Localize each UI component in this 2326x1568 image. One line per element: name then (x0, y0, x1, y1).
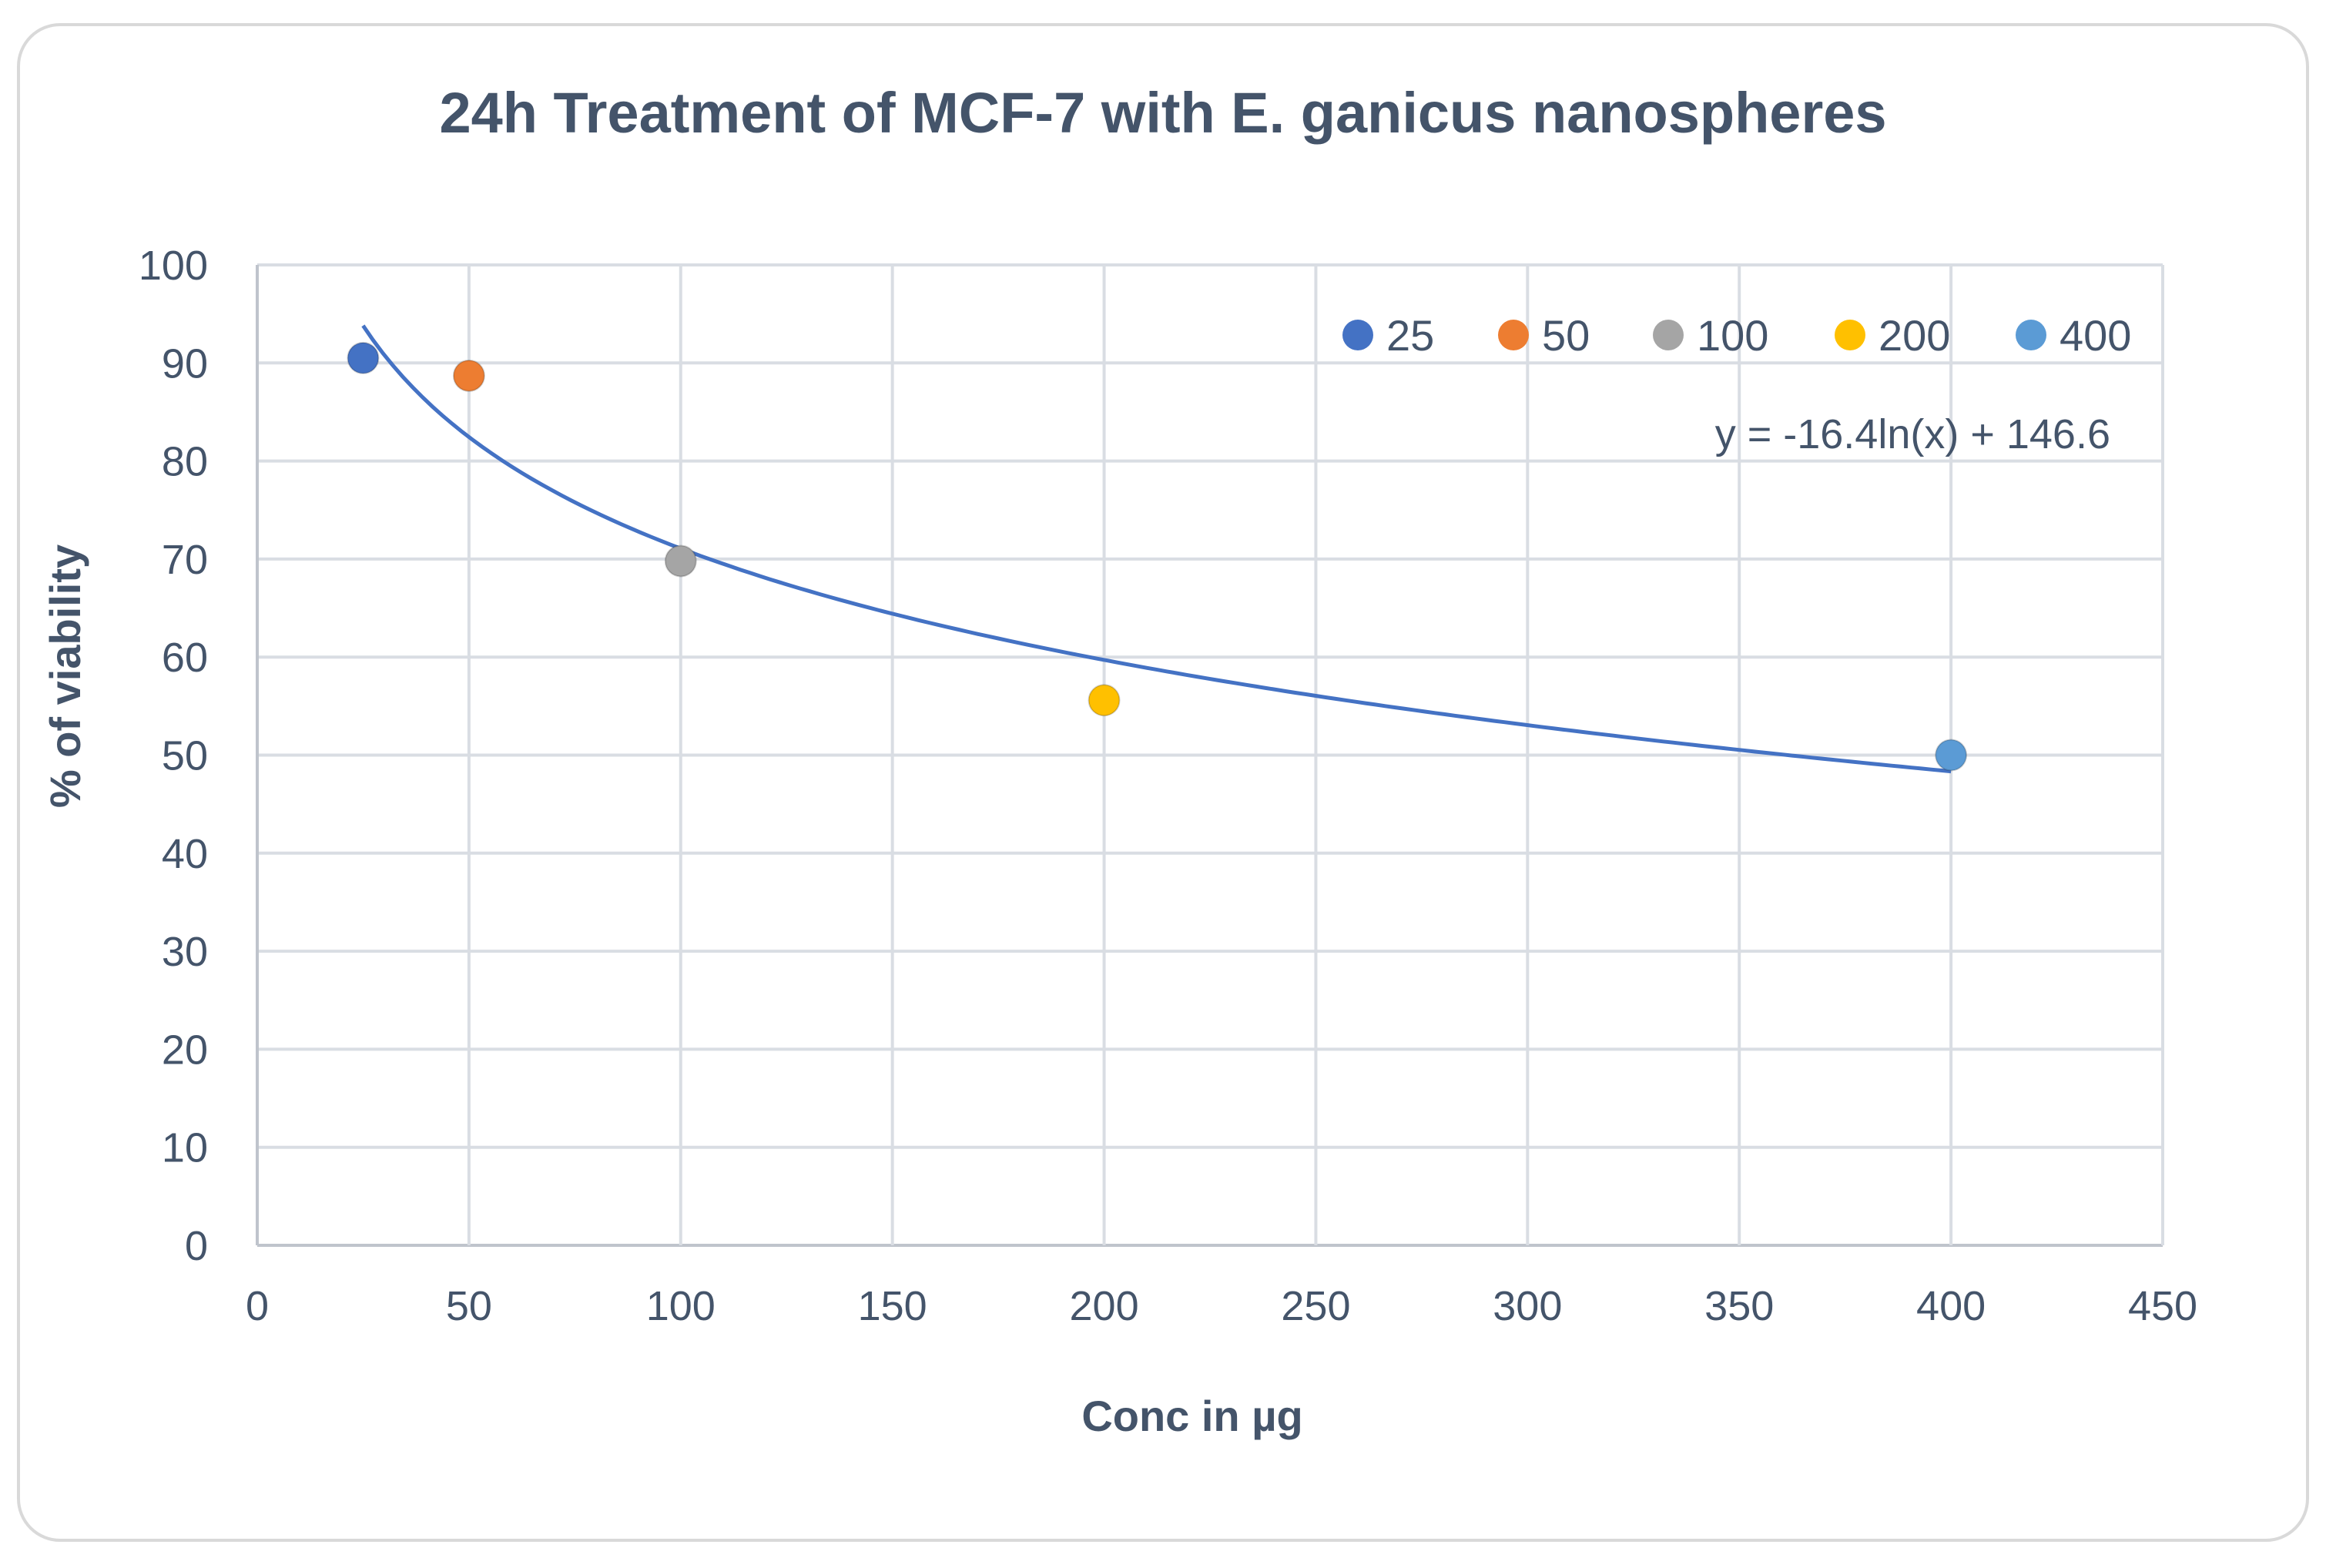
x-tick-label: 450 (2128, 1283, 2197, 1329)
data-point-50 (452, 359, 485, 392)
legend-marker-50 (1498, 320, 1529, 350)
legend-label-50: 50 (1542, 311, 1590, 360)
trendline-layer (361, 324, 1952, 774)
y-tick-label: 40 (162, 831, 208, 877)
y-tick-label: 30 (162, 929, 208, 975)
y-axis-title: % of viability (41, 544, 89, 808)
data-point-25 (347, 341, 380, 374)
tick-labels: 0 10 20 30 40 50 60 70 80 90 100 0 50 100 150 200 250 300… (139, 243, 2197, 1329)
data-point-200 (1088, 684, 1121, 717)
legend-marker-25 (1342, 320, 1373, 350)
y-tick-label: 90 (162, 340, 208, 387)
trendline-equation: y = -16.4ln(x) + 146.6 (1715, 411, 2110, 457)
x-tick-label: 150 (858, 1283, 927, 1329)
y-tick-label: 20 (162, 1027, 208, 1073)
legend-marker-200 (1835, 320, 1865, 350)
chart-frame (17, 23, 2309, 1542)
chart-title: 24h Treatment of MCF-7 with E. ganicus n… (439, 81, 1886, 145)
legend: 25 50 100 200 400 (1342, 311, 2131, 360)
legend-label-400: 400 (2060, 311, 2131, 360)
x-tick-label: 350 (1704, 1283, 1774, 1329)
legend-marker-100 (1653, 320, 1684, 350)
y-tick-label: 80 (162, 439, 208, 485)
y-tick-label: 70 (162, 537, 208, 583)
y-tick-label: 60 (162, 635, 208, 681)
x-tick-label: 0 (246, 1283, 269, 1329)
x-tick-label: 100 (646, 1283, 716, 1329)
trendline (361, 324, 1952, 774)
legend-label-100: 100 (1697, 311, 1768, 360)
x-tick-label: 400 (1916, 1283, 1986, 1329)
x-tick-label: 200 (1070, 1283, 1139, 1329)
y-tick-label: 100 (139, 243, 208, 289)
x-axis-title: Conc in µg (1081, 1392, 1302, 1440)
legend-label-200: 200 (1879, 311, 1950, 360)
x-tick-label: 250 (1281, 1283, 1350, 1329)
legend-marker-400 (2016, 320, 2046, 350)
y-tick-label: 0 (185, 1223, 208, 1269)
gridlines (256, 263, 2164, 1247)
y-tick-label: 50 (162, 733, 208, 779)
legend-label-25: 25 (1386, 311, 1434, 360)
y-tick-label: 10 (162, 1125, 208, 1171)
x-tick-label: 300 (1493, 1283, 1562, 1329)
data-point-400 (1935, 739, 1968, 772)
x-tick-label: 50 (446, 1283, 492, 1329)
data-points (347, 341, 1968, 772)
data-point-100 (664, 544, 697, 578)
